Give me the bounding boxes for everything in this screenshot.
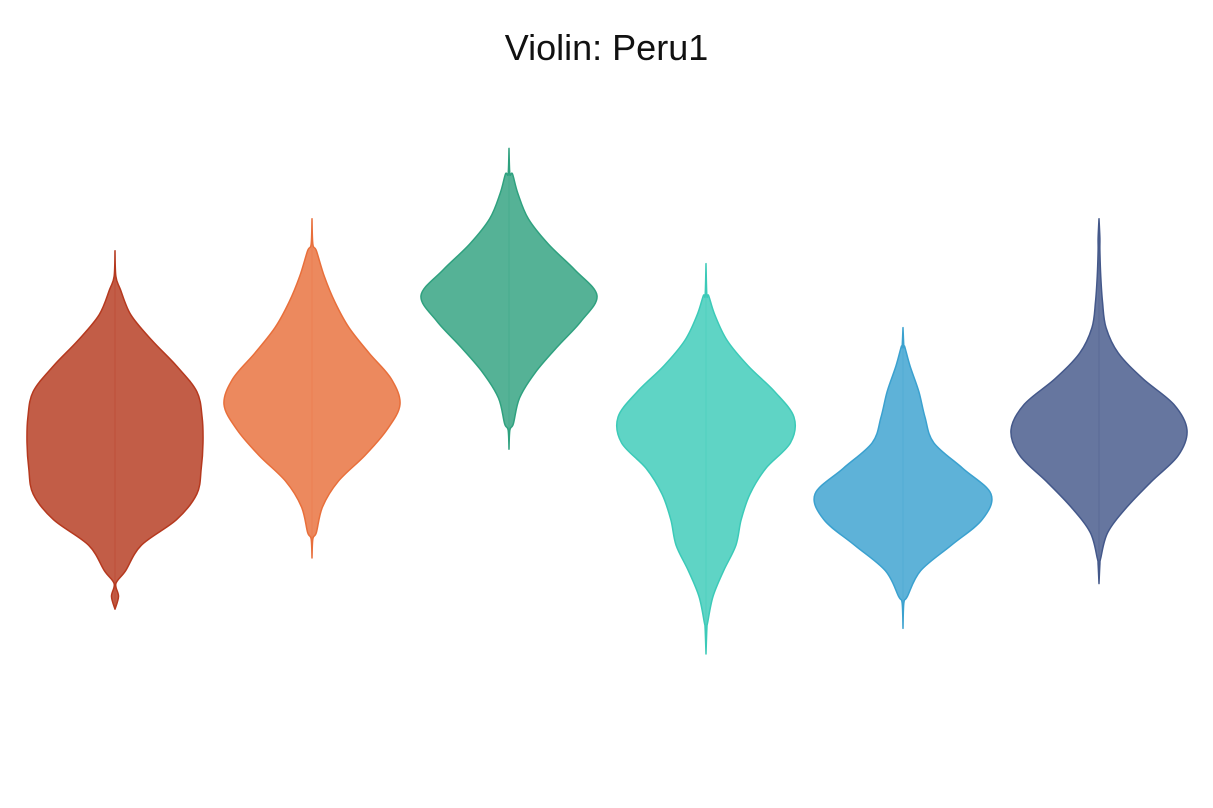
violin-3	[420, 147, 598, 450]
chart-title: Violin: Peru1	[504, 27, 709, 68]
violin-4	[615, 262, 797, 655]
violin-2	[223, 218, 401, 559]
violin-6	[1010, 218, 1188, 585]
violin-5	[813, 326, 993, 630]
violin-1	[26, 250, 204, 610]
